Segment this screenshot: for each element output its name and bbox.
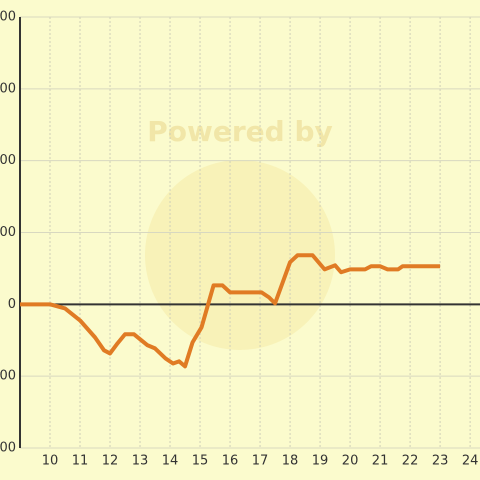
y-tick-label: -6,000 [0,441,16,456]
y-tick-label: 12,000 [0,10,16,25]
line [20,253,441,369]
y-tick-label: 9,000 [0,81,16,96]
x-tick-label: 19 [312,454,329,469]
x-tick-label: 14 [162,454,179,469]
x-tick-label: 17 [252,454,269,469]
x-tick-label: 23 [432,454,449,469]
watermark: Powered by [147,115,333,148]
x-tick-label: 12 [102,454,119,469]
x-tick-label: 16 [222,454,239,469]
x-tick-label: 22 [402,454,419,469]
x-tick-label: 10 [42,454,59,469]
watermark-logo [145,160,335,350]
x-tick-label: 24 [462,454,479,469]
y-tick-label: -3,000 [0,369,16,384]
x-tick-label: 21 [372,454,389,469]
x-tick-label: 13 [132,454,149,469]
y-tick-label: 6,000 [0,153,16,168]
y-tick-label: 0 [8,297,16,312]
x-tick-label: 20 [342,454,359,469]
x-tick-label: 18 [282,454,299,469]
x-tick-label: 11 [72,454,89,469]
x-tick-label: 15 [192,454,209,469]
y-tick-label: 3,000 [0,225,16,240]
